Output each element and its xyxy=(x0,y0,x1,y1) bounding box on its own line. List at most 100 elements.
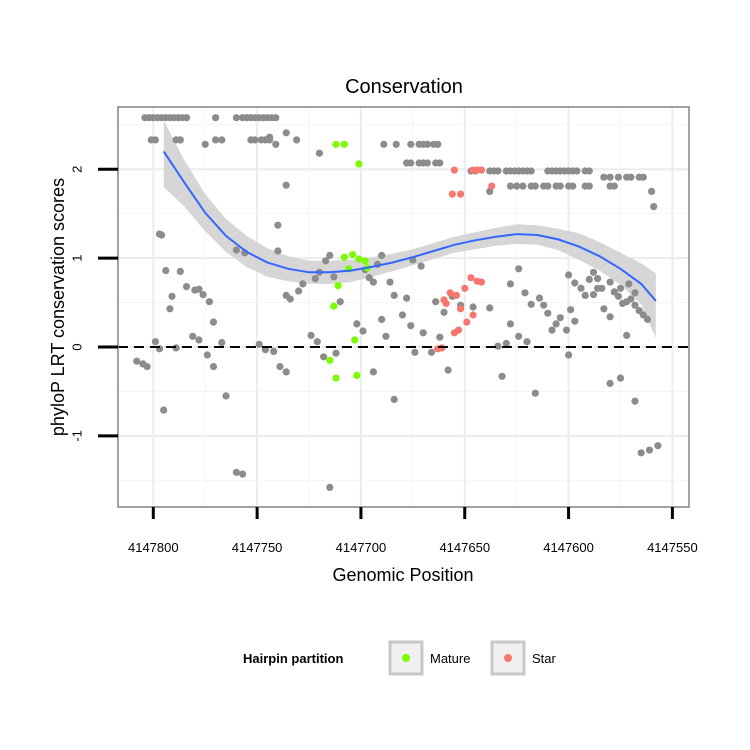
point-other xyxy=(403,294,411,302)
point-mature xyxy=(355,160,363,168)
point-other xyxy=(143,363,151,371)
legend: Hairpin partition Mature Star xyxy=(243,640,557,676)
point-other xyxy=(469,303,477,311)
point-other xyxy=(166,305,174,313)
point-other xyxy=(552,320,560,328)
point-other xyxy=(523,338,531,346)
point-other xyxy=(571,279,579,287)
point-other xyxy=(382,332,390,340)
point-mature xyxy=(349,251,357,259)
point-other xyxy=(625,280,633,288)
point-other xyxy=(531,389,539,397)
point-other xyxy=(282,368,290,376)
point-other xyxy=(565,351,573,359)
point-other xyxy=(556,182,564,190)
point-mature xyxy=(361,257,369,265)
point-other xyxy=(326,251,334,259)
point-other xyxy=(239,470,247,478)
point-other xyxy=(151,136,159,144)
point-other xyxy=(544,309,552,317)
point-other xyxy=(423,159,431,167)
point-other xyxy=(631,397,639,405)
x-axis-title: Genomic Position xyxy=(332,565,473,585)
point-other xyxy=(270,347,278,355)
point-other xyxy=(295,287,303,295)
point-other xyxy=(606,313,614,321)
point-other xyxy=(209,318,218,326)
point-other xyxy=(631,289,639,297)
chart-title: Conservation xyxy=(345,76,463,98)
point-star xyxy=(467,274,475,282)
point-star xyxy=(477,166,485,174)
point-star xyxy=(457,190,465,198)
point-other xyxy=(515,332,523,340)
point-other xyxy=(423,140,431,148)
point-other xyxy=(189,332,197,340)
point-other xyxy=(205,298,213,306)
point-other xyxy=(307,331,315,339)
point-mature xyxy=(334,282,342,290)
point-other xyxy=(182,114,191,122)
plot-panel xyxy=(118,107,689,507)
point-other xyxy=(326,483,334,491)
point-other xyxy=(648,187,656,195)
point-other xyxy=(222,392,230,400)
point-other xyxy=(506,280,514,288)
point-other xyxy=(176,267,184,275)
point-other xyxy=(600,173,608,181)
point-other xyxy=(255,340,263,348)
point-other xyxy=(544,182,552,190)
point-other xyxy=(527,167,535,175)
x-axis: 4147800 4147750 4147700 4147650 4147600 41475… xyxy=(128,507,698,555)
point-other xyxy=(562,326,571,334)
x-tick-label: 4147700 xyxy=(336,540,387,555)
y-tick-label: 2 xyxy=(70,166,85,173)
x-tick-label: 4147800 xyxy=(128,540,179,555)
point-other xyxy=(502,339,510,347)
point-mature xyxy=(330,302,338,310)
point-other xyxy=(506,182,514,190)
point-other xyxy=(162,267,170,275)
point-star xyxy=(442,299,450,307)
point-other xyxy=(540,301,548,309)
point-other xyxy=(486,304,494,312)
point-other xyxy=(411,348,419,356)
point-other xyxy=(272,114,280,122)
x-tick-label: 4147600 xyxy=(543,540,594,555)
point-other xyxy=(610,182,618,190)
point-mature xyxy=(340,140,348,148)
point-other xyxy=(195,336,203,344)
point-other xyxy=(158,231,166,239)
point-other xyxy=(569,182,577,190)
point-other xyxy=(434,140,442,148)
point-other xyxy=(631,301,639,309)
point-other xyxy=(589,268,598,276)
point-other xyxy=(286,295,294,303)
point-other xyxy=(606,173,614,181)
point-star xyxy=(450,329,458,337)
point-other xyxy=(272,140,280,148)
point-other xyxy=(567,306,575,314)
y-tick-label: 0 xyxy=(70,343,85,350)
point-other xyxy=(378,315,386,323)
point-other xyxy=(313,338,321,346)
point-other xyxy=(623,331,631,339)
point-other xyxy=(577,284,585,292)
point-other xyxy=(209,363,218,371)
x-tick-label: 4147550 xyxy=(647,540,698,555)
point-other xyxy=(436,333,444,341)
point-other xyxy=(571,317,579,325)
point-other xyxy=(320,353,328,361)
point-other xyxy=(616,374,625,382)
point-other xyxy=(573,167,581,175)
point-mature xyxy=(355,255,363,263)
point-other xyxy=(427,348,436,356)
point-other xyxy=(407,140,415,148)
point-other xyxy=(585,182,593,190)
legend-label-mature: Mature xyxy=(430,651,470,666)
point-other xyxy=(639,173,647,181)
point-other xyxy=(407,159,415,167)
point-other xyxy=(627,295,635,303)
point-other xyxy=(419,329,427,337)
